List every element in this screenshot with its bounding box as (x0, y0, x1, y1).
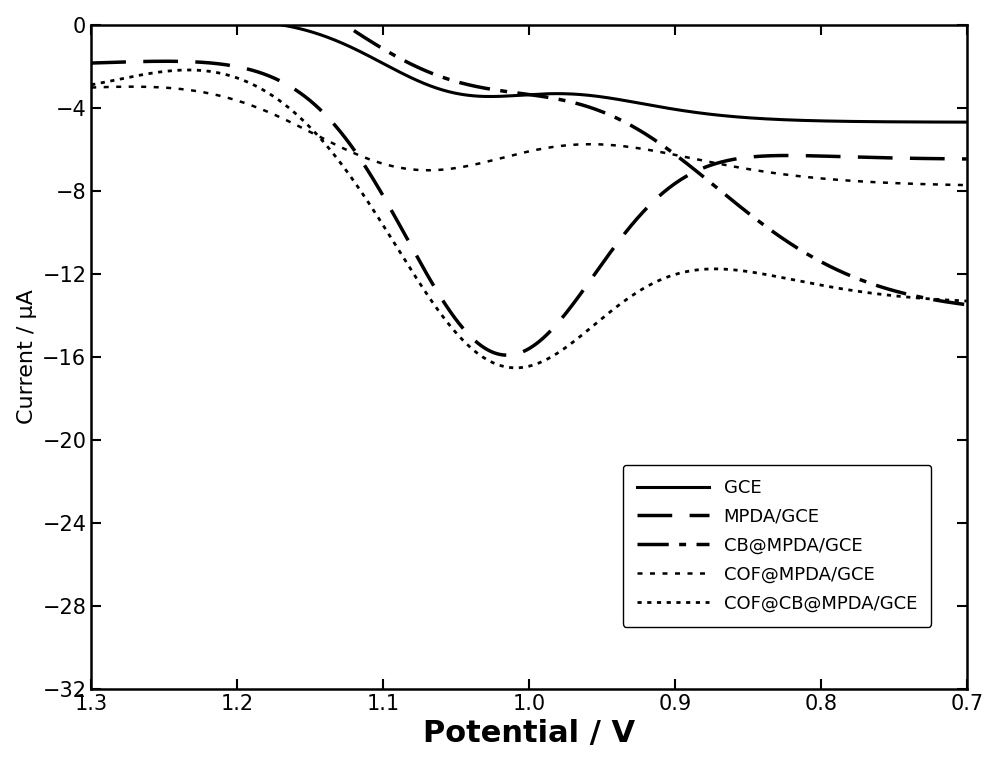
COF@MPDA/GCE (85, 83, 97, 92)
COF@MPDA/GCE (472, 159, 484, 168)
CB@MPDA/GCE (687, 164, 699, 173)
GCE (961, 118, 973, 127)
Line: COF@CB@MPDA/GCE: COF@CB@MPDA/GCE (91, 70, 967, 368)
X-axis label: Potential / V: Potential / V (423, 719, 635, 748)
GCE (189, 15, 201, 24)
MPDA/GCE (160, 57, 172, 66)
COF@MPDA/GCE (440, 164, 452, 174)
COF@CB@MPDA/GCE (440, 316, 452, 325)
MPDA/GCE (785, 151, 797, 160)
COF@MPDA/GCE (126, 82, 138, 91)
CB@MPDA/GCE (785, 239, 797, 249)
MPDA/GCE (440, 301, 452, 311)
GCE (175, 15, 187, 24)
COF@CB@MPDA/GCE (175, 66, 187, 75)
Line: COF@MPDA/GCE: COF@MPDA/GCE (91, 86, 967, 185)
CB@MPDA/GCE (961, 300, 973, 309)
Y-axis label: Current / μA: Current / μA (17, 289, 37, 425)
COF@CB@MPDA/GCE (509, 363, 521, 373)
CB@MPDA/GCE (440, 74, 452, 83)
GCE (440, 86, 452, 96)
GCE (85, 17, 97, 26)
COF@CB@MPDA/GCE (182, 65, 194, 74)
MPDA/GCE (175, 57, 187, 66)
GCE (687, 108, 699, 117)
MPDA/GCE (85, 58, 97, 67)
MPDA/GCE (502, 350, 514, 360)
COF@MPDA/GCE (769, 168, 781, 177)
MPDA/GCE (688, 168, 700, 177)
GCE (785, 116, 797, 125)
COF@CB@MPDA/GCE (688, 265, 700, 275)
MPDA/GCE (472, 338, 484, 347)
CB@MPDA/GCE (769, 229, 781, 238)
Line: CB@MPDA/GCE: CB@MPDA/GCE (91, 0, 967, 304)
COF@CB@MPDA/GCE (85, 80, 97, 90)
CB@MPDA/GCE (472, 82, 484, 91)
Legend: GCE, MPDA/GCE, CB@MPDA/GCE, COF@MPDA/GCE, COF@CB@MPDA/GCE: GCE, MPDA/GCE, CB@MPDA/GCE, COF@MPDA/GCE… (623, 464, 931, 627)
GCE (769, 115, 781, 124)
COF@CB@MPDA/GCE (785, 275, 797, 284)
GCE (472, 92, 484, 101)
COF@MPDA/GCE (175, 84, 187, 93)
COF@MPDA/GCE (687, 154, 699, 163)
MPDA/GCE (961, 155, 973, 164)
COF@CB@MPDA/GCE (472, 349, 484, 358)
COF@MPDA/GCE (961, 181, 973, 190)
COF@CB@MPDA/GCE (961, 296, 973, 305)
MPDA/GCE (770, 151, 782, 160)
Line: GCE: GCE (91, 19, 967, 122)
COF@CB@MPDA/GCE (770, 272, 782, 281)
Line: MPDA/GCE: MPDA/GCE (91, 61, 967, 355)
COF@MPDA/GCE (785, 171, 797, 180)
